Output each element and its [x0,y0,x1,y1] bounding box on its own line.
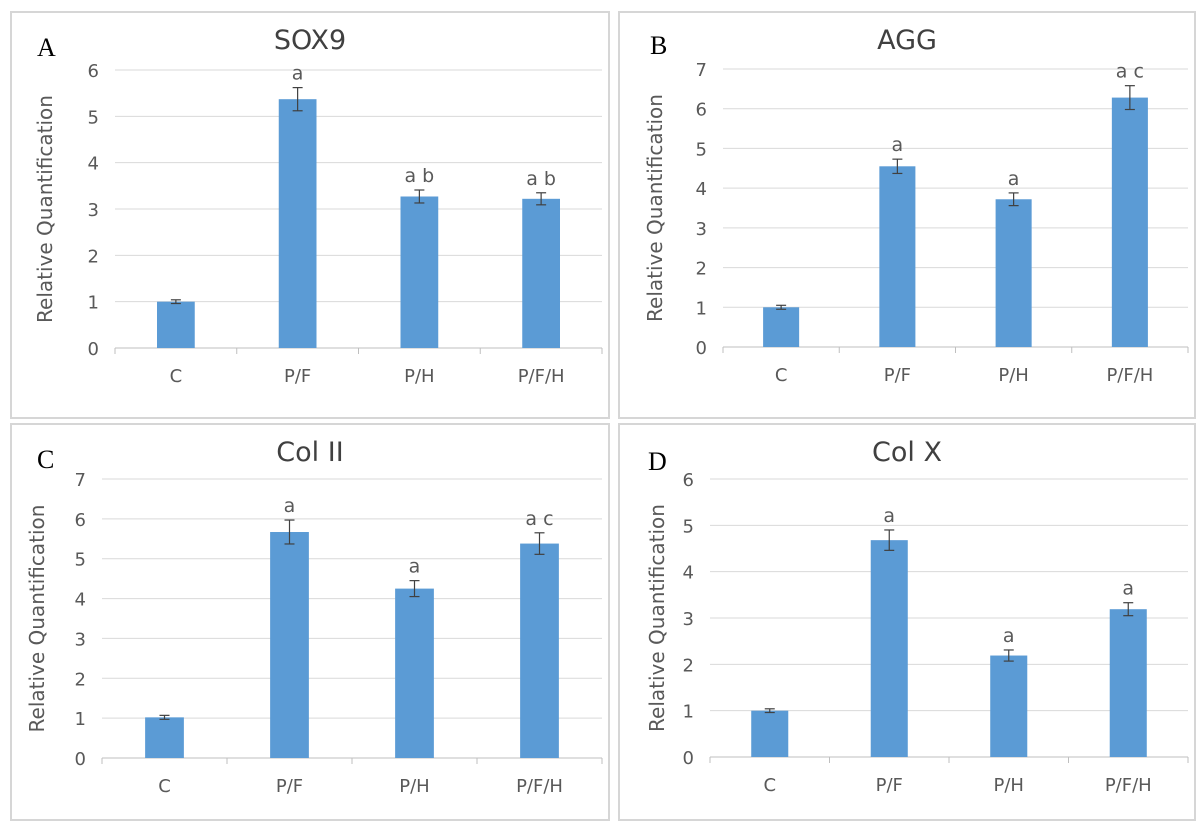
x-tick-label: C [158,776,171,797]
significance-label: a [284,495,296,517]
x-tick-label: C [170,366,183,387]
y-tick-label: 3 [75,629,86,650]
y-tick-label: 6 [683,470,694,491]
y-tick-label: 1 [696,298,707,319]
bar [278,99,317,348]
panel-letter: D [648,447,667,476]
x-tick-label: P/H [998,365,1028,386]
x-tick-label: C [763,775,776,796]
bar [995,199,1032,347]
y-axis-label: Relative Quantification [33,95,57,323]
y-axis-label: Relative Quantification [25,505,49,733]
bar [990,655,1028,757]
bar [1111,97,1148,347]
x-tick-label: P/H [404,366,434,387]
x-tick-label: C [775,365,788,386]
bar [522,198,560,348]
panel-letter: C [37,445,55,474]
chart-title: SOX9 [273,25,347,56]
panel-letter: A [37,33,56,62]
significance-label: a c [525,508,553,530]
bar [520,543,559,758]
y-tick-label: 2 [696,259,707,280]
y-tick-label: 5 [683,516,694,537]
y-tick-label: 1 [75,709,86,730]
chart-title: Col X [872,437,942,468]
x-tick-label: P/F/H [1106,365,1153,386]
y-tick-label: 3 [683,609,694,630]
x-tick-label: P/F [876,775,903,796]
bar [270,532,309,758]
x-tick-label: P/H [399,776,429,797]
chart-sox9: 0 1 2 3 4 5 6 Ca P/F a b P/H a b P/F/H Relative Quant… [33,61,603,387]
y-tick-label: 4 [683,563,694,584]
significance-label: a c [1116,61,1144,83]
y-tick-label: 0 [683,748,694,769]
bar [145,717,184,758]
y-tick-label: 3 [696,219,707,240]
significance-label: a [409,556,421,578]
significance-label: a b [405,165,435,187]
panel-letter: B [650,31,668,60]
bar [400,196,439,348]
x-tick-label: P/F/H [516,776,563,797]
y-tick-label: 1 [683,702,694,723]
y-tick-label: 2 [75,669,86,690]
bar [879,166,916,347]
y-tick-label: 4 [696,179,707,200]
y-tick-label: 0 [696,338,707,359]
x-tick-label: P/F/H [518,366,565,387]
y-tick-label: 5 [696,139,707,160]
x-tick-label: P/H [994,775,1024,796]
chart-col-x: 0 1 2 3 4 5 6 Ca P/F a P/H a P/F/H Relative Quantific… [645,470,1189,796]
x-tick-label: P/F [276,776,303,797]
significance-label: a [883,505,895,527]
y-tick-label: 5 [75,550,86,571]
y-tick-label: 1 [88,293,99,314]
y-tick-label: 0 [88,339,99,360]
y-tick-label: 7 [75,470,86,491]
y-tick-label: 0 [75,749,86,770]
y-tick-label: 2 [88,246,99,267]
chart-title: Col II [276,437,344,468]
significance-label: a [1003,625,1015,647]
chart-agg: 0 1 2 3 4 5 6 7 Ca P/F a P/H a c P/F/H Relative Quanti… [643,60,1189,386]
bar [395,588,434,758]
y-tick-label: 7 [696,60,707,81]
bar [763,307,800,347]
significance-label: a [292,63,304,85]
y-tick-label: 4 [75,590,86,611]
y-tick-label: 6 [696,100,707,121]
y-tick-label: 6 [88,61,99,82]
chart-col-ii: 0 1 2 3 4 5 6 7 Ca P/F a P/H a c P/F/H Relative Quanti… [25,470,603,797]
significance-label: a [892,134,904,156]
chart-title: AGG [877,25,937,56]
significance-label: a [1122,578,1134,600]
y-tick-label: 3 [88,200,99,221]
significance-label: a b [526,168,556,190]
bar [1109,609,1147,757]
significance-label: a [1008,168,1020,190]
y-tick-label: 6 [75,510,86,531]
y-tick-label: 5 [88,107,99,128]
bar [751,710,789,757]
y-axis-label: Relative Quantification [645,504,669,732]
x-tick-label: P/F/H [1105,775,1152,796]
x-tick-label: P/F [884,365,911,386]
bar [870,540,908,757]
bar [157,301,195,348]
y-tick-label: 2 [683,655,694,676]
y-tick-label: 4 [88,154,99,175]
y-axis-label: Relative Quantification [643,94,667,322]
x-tick-label: P/F [284,366,311,387]
